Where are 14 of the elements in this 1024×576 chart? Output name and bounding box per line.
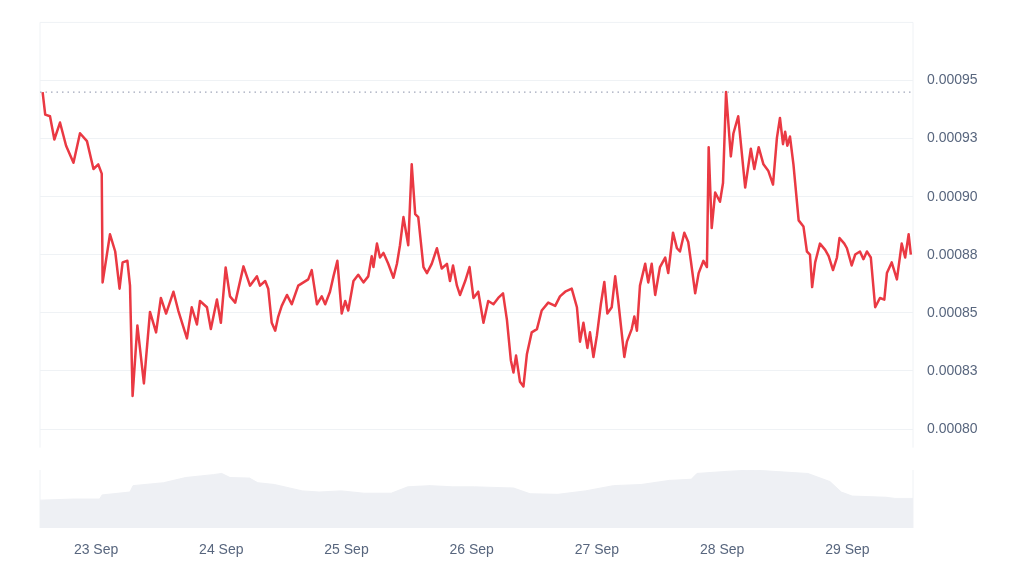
y-tick-label: 0.00083 [927, 361, 978, 378]
x-tick-label: 25 Sep [324, 541, 369, 558]
x-tick-label: 28 Sep [699, 541, 745, 558]
y-tick-label: 0.00093 [927, 129, 978, 146]
x-tick-label: 29 Sep [825, 541, 870, 558]
y-tick-label: 0.00085 [927, 303, 978, 320]
x-tick-label: 27 Sep [574, 541, 620, 558]
x-tick-label: 23 Sep [73, 541, 119, 558]
y-tick-label: 0.00080 [927, 419, 978, 436]
x-tick-label: 24 Sep [199, 541, 244, 558]
y-tick-label: 0.00090 [927, 187, 978, 204]
y-tick-label: 0.00095 [927, 71, 978, 88]
y-tick-label: 0.00088 [927, 245, 978, 262]
x-tick-label: 26 Sep [449, 541, 495, 558]
